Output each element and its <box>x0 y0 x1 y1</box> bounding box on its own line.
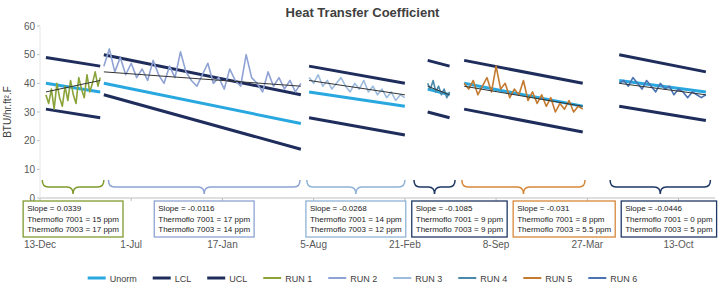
annotation-box: Slope = -0.0268 Thermoflo 7001 = 14 ppmTh… <box>306 201 406 237</box>
trend-line <box>104 72 301 86</box>
annotation-text: Slope = -0.031 <box>517 204 570 213</box>
legend-swatch <box>588 277 606 279</box>
annotation-frame <box>154 201 254 237</box>
annotation-text: Thermoflo 7003 = 17 ppm <box>27 225 119 234</box>
annotation-text: Thermoflo 7003 = 12 ppm <box>310 225 402 234</box>
series-line <box>46 80 706 123</box>
trend-line <box>619 83 706 94</box>
legend-label: RUN 1 <box>285 274 312 284</box>
annotation-brace <box>462 180 585 194</box>
trend-line <box>464 86 583 106</box>
series-line <box>619 78 706 98</box>
annotation-frame <box>412 201 507 237</box>
legend-label: RUN 6 <box>610 274 637 284</box>
x-tick-label: 5-Aug <box>300 239 327 250</box>
annotation-brace <box>42 180 104 194</box>
legend-swatch <box>88 277 106 280</box>
annotation-box: Slope = 0.0339 Thermoflo 7001 = 15 ppmThe… <box>23 201 123 237</box>
annotation-box: Slope = -0.031 Thermoflo 7001 = 8 ppmTher… <box>513 201 615 237</box>
y-tick-label: 60 <box>24 21 36 32</box>
annotation-frame <box>306 201 406 237</box>
legend-swatch <box>263 277 281 279</box>
series-line <box>104 49 301 92</box>
legend-label: RUN 4 <box>480 274 507 284</box>
legend: Unorm LCL UCL RUN 1 RUN 2 RUN 3 RUN 4 RUN 5 RUN … <box>88 274 638 284</box>
annotation-text: Thermoflo 7003 = 9 ppm <box>416 225 504 234</box>
y-tick-label: 20 <box>24 135 36 146</box>
x-tick <box>131 198 132 201</box>
legend-swatch <box>458 277 476 279</box>
annotation-text: Thermoflo 7001 = 0 ppm <box>625 215 713 224</box>
series-line <box>428 80 450 97</box>
x-axis <box>40 198 715 199</box>
legend-label: Unorm <box>110 274 137 284</box>
trend-line <box>309 80 405 94</box>
y-axis <box>40 26 41 198</box>
annotation-text: Slope = -0.0268 <box>310 204 367 213</box>
annotation-text: Thermoflo 7001 = 9 ppm <box>416 215 504 224</box>
plot-area <box>46 49 706 149</box>
annotation-brace <box>414 180 455 194</box>
series-line <box>309 75 405 101</box>
annotation-box: Slope = -0.0446 Thermoflo 7001 = 0 ppmThe… <box>621 201 716 237</box>
chart: Heat Transfer CoefficientBTU/hr.ft².F010… <box>0 0 725 295</box>
annotation-text: Thermoflo 7001 = 15 ppm <box>27 215 119 224</box>
annotation-text: Slope = -0.1085 <box>416 204 473 213</box>
series-line <box>464 66 583 112</box>
annotation-text: Slope = -0.0446 <box>625 204 682 213</box>
annotation-text: Thermoflo 7001 = 8 ppm <box>517 215 605 224</box>
x-tick-label: 27-Mar <box>571 239 603 250</box>
legend-swatch <box>393 277 411 279</box>
annotation-box: Slope = -0.0116 Thermoflo 7001 = 17 ppmTh… <box>154 201 254 237</box>
y-tick-label: 40 <box>24 78 36 89</box>
annotation-text: Thermoflo 7003 = 5 ppm <box>625 225 713 234</box>
trend-line <box>428 86 450 95</box>
annotation-box: Slope = -0.1085 Thermoflo 7001 = 9 ppmThe… <box>412 201 507 237</box>
legend-swatch <box>207 277 225 280</box>
title: Heat Transfer Coefficient <box>286 5 441 20</box>
trend-line <box>46 80 100 91</box>
annotation-frame <box>513 201 615 237</box>
legend-swatch <box>153 277 171 280</box>
x-tick-label: 8-Sep <box>483 239 510 250</box>
x-tick-label: 21-Feb <box>389 239 421 250</box>
legend-swatch <box>328 277 346 279</box>
annotation-brace <box>108 180 300 194</box>
annotation-frame <box>23 201 123 237</box>
y-tick-label: 10 <box>24 164 36 175</box>
annotation-text: Thermoflo 7003 = 5.5 ppm <box>517 225 611 234</box>
x-tick-label: 13-Oct <box>664 239 694 250</box>
page: {"chart_data": { "type": "line", "title"… <box>0 0 725 295</box>
annotation-brace <box>610 180 710 194</box>
x-tick-label: 1-Jul <box>120 239 142 250</box>
annotation-text: Thermoflo 7003 = 14 ppm <box>158 225 250 234</box>
series-line <box>46 95 706 149</box>
annotation-text: Thermoflo 7001 = 17 ppm <box>158 215 250 224</box>
legend-label: RUN 5 <box>545 274 572 284</box>
y-tick-label: 30 <box>24 107 36 118</box>
legend-swatch <box>523 277 541 279</box>
legend-label: RUN 2 <box>350 274 377 284</box>
x-tick-label: 17-Jan <box>207 239 238 250</box>
legend-label: UCL <box>229 274 247 284</box>
annotation-frame <box>621 201 716 237</box>
x-tick-label: 13-Dec <box>24 239 56 250</box>
annotation-brace <box>307 180 405 194</box>
y-tick-label: 50 <box>24 49 36 60</box>
annotation-text: Slope = -0.0116 <box>158 204 215 213</box>
legend-label: RUN 3 <box>415 274 442 284</box>
series-line <box>46 72 100 109</box>
annotation-text: Thermoflo 7001 = 14 ppm <box>310 215 402 224</box>
y-axis-label: BTU/hr.ft².F <box>2 86 13 138</box>
annotation-text: Slope = 0.0339 <box>27 204 82 213</box>
series-line <box>46 55 706 95</box>
legend-label: LCL <box>175 274 192 284</box>
